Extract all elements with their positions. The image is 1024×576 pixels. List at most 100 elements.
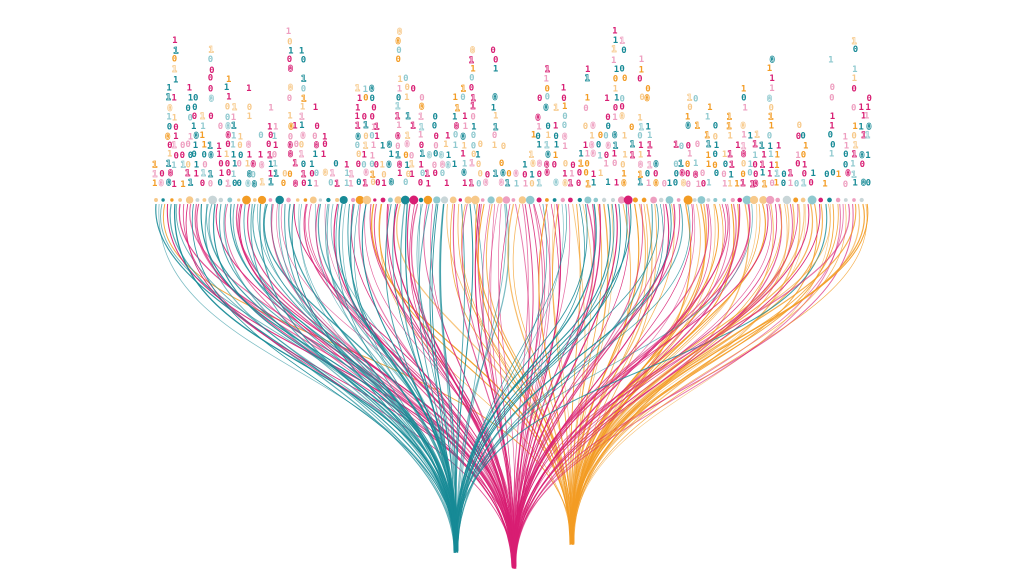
binary-digit: 1 (452, 113, 457, 123)
binary-digit: 0 (258, 131, 263, 141)
binary-digit: 1 (425, 179, 430, 189)
binary-digit: 1 (760, 161, 765, 171)
binary-digit: 1 (584, 74, 589, 84)
binary-digit: 1 (231, 113, 236, 123)
binary-digit: 0 (800, 132, 805, 142)
binary-digit: 1 (774, 179, 779, 189)
binary-digit: 0 (860, 160, 865, 170)
binary-digit: 1 (301, 94, 306, 104)
binary-digit: 0 (225, 122, 230, 132)
binary-digit: 1 (852, 65, 857, 75)
binary-digit: 1 (273, 141, 278, 151)
binary-digit: 0 (701, 180, 706, 190)
flow-curve (453, 203, 611, 551)
binary-digit: 1 (707, 103, 712, 113)
binary-digit-columns: 1110000110001011110110111101111001100010… (152, 26, 872, 190)
binary-digit: 0 (294, 140, 299, 150)
binary-digit: 0 (769, 56, 774, 66)
binary-digit: 1 (613, 85, 618, 95)
binary-digit: 0 (753, 170, 758, 180)
binary-digit: 0 (471, 150, 476, 160)
binary-digit: 0 (356, 178, 361, 188)
flow-curve (573, 203, 866, 545)
binary-digit: 1 (842, 132, 847, 142)
flow-curve (250, 203, 457, 551)
node-dot (665, 196, 674, 204)
flow-curve (490, 203, 515, 568)
node-dot (610, 197, 616, 203)
node-dot (275, 195, 284, 205)
binary-digit: 1 (741, 131, 746, 141)
binary-digit: 1 (589, 131, 594, 141)
binary-digit: 1 (185, 169, 190, 179)
binary-digit: 1 (224, 83, 229, 93)
binary-digit: 0 (439, 151, 444, 161)
node-dot (536, 197, 542, 203)
flow-curve (454, 203, 632, 552)
binary-digit: 0 (851, 84, 856, 94)
binary-digit: 0 (225, 140, 230, 150)
node-dot (309, 196, 317, 204)
binary-digit: 0 (454, 122, 459, 132)
binary-digit: 1 (536, 122, 541, 132)
binary-digit: 0 (501, 142, 506, 152)
binary-digit: 0 (193, 132, 198, 142)
flow-curve (488, 203, 514, 568)
binary-digit: 1 (630, 151, 635, 161)
binary-digit: 0 (570, 161, 575, 171)
binary-digit: 1 (647, 131, 652, 141)
binary-digit: 1 (810, 169, 815, 179)
binary-digit: 0 (845, 169, 850, 179)
binary-digit: 1 (769, 74, 774, 84)
node-dot (843, 198, 848, 202)
binary-digit: 1 (851, 171, 856, 181)
node-dot (495, 196, 503, 204)
binary-digit: 1 (446, 151, 451, 161)
node-dot (257, 195, 267, 205)
binary-digit: 0 (287, 170, 292, 180)
binary-digit: 0 (173, 151, 178, 161)
flow-curve (570, 203, 869, 544)
binary-digit: 1 (301, 75, 306, 85)
binary-digit: 0 (288, 65, 293, 75)
binary-digit: 0 (685, 169, 690, 179)
binary-digit: 1 (381, 179, 386, 189)
binary-digit: 1 (553, 104, 558, 114)
binary-digit: 1 (292, 159, 297, 169)
binary-digit: 1 (740, 179, 745, 189)
flow-curve (454, 203, 466, 553)
binary-digit: 0 (535, 132, 540, 142)
binary-digit: 0 (236, 160, 241, 170)
binary-digit: 0 (185, 161, 190, 171)
binary-digit: 1 (554, 141, 559, 151)
binary-digit: 0 (577, 169, 582, 179)
binary-digit: 0 (653, 169, 658, 179)
binary-digit: 0 (403, 74, 408, 84)
flow-curve (454, 203, 753, 552)
binary-digit: 1 (247, 112, 252, 122)
node-dot (568, 197, 573, 203)
binary-digit: 1 (312, 150, 317, 160)
binary-digit: 1 (647, 141, 652, 151)
flow-curve (454, 203, 567, 553)
binary-digit: 1 (471, 122, 476, 132)
binary-digit: 1 (597, 151, 602, 161)
binary-digit: 1 (536, 140, 541, 150)
binary-digit: 0 (369, 132, 374, 142)
flow-curve (155, 203, 456, 553)
binary-digit: 0 (794, 179, 799, 189)
binary-digit: 1 (462, 160, 467, 170)
flow-curve (573, 203, 861, 542)
binary-digit: 1 (171, 94, 176, 104)
binary-digit: 1 (191, 122, 196, 132)
binary-digit: 1 (299, 150, 304, 160)
binary-digit: 0 (218, 122, 223, 132)
binary-digit: 0 (173, 123, 178, 133)
binary-digit: 1 (452, 160, 457, 170)
binary-digit: 0 (381, 171, 386, 181)
flow-curve (570, 203, 647, 544)
node-dot (268, 198, 273, 202)
binary-digit: 1 (528, 150, 533, 160)
node-dot (759, 196, 768, 204)
binary-digit: 0 (314, 122, 319, 132)
